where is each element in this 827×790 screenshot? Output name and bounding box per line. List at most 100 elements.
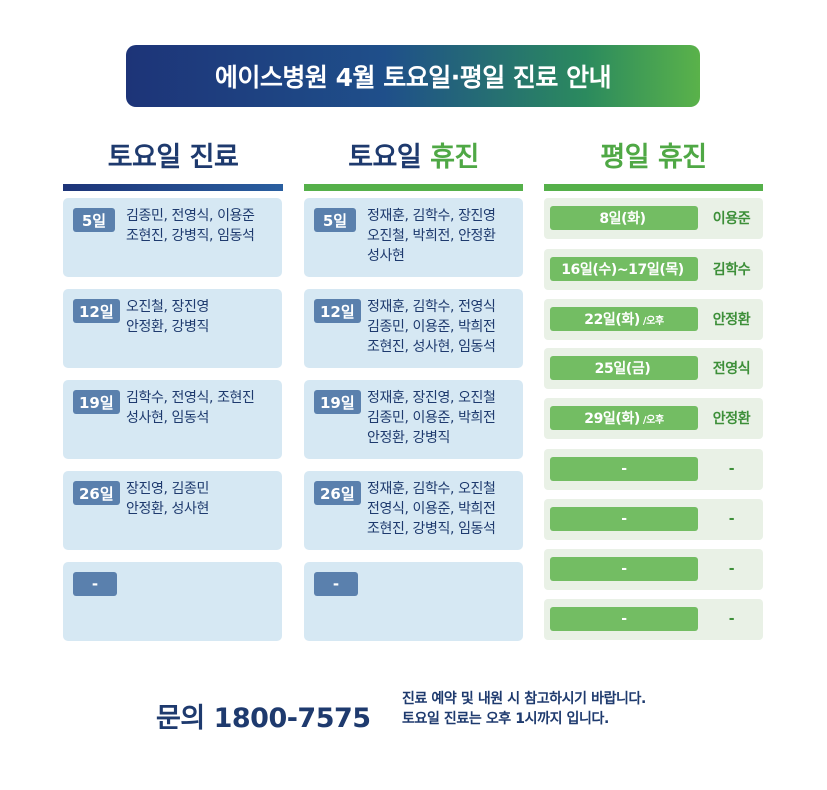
- note-line: 토요일 진료는 오후 1시까지 입니다.: [402, 711, 609, 727]
- doctor-line: 조현진, 강병직, 임동석: [367, 521, 496, 537]
- day-badge: 5일: [73, 208, 115, 232]
- sat-closed-card: 19일 정재훈, 장진영, 오진철 김종민, 이용준, 박희전 안정환, 강병직: [304, 380, 523, 459]
- column-header-sat-clinic: 토요일 진료: [63, 135, 283, 191]
- doctor-line: 김종민, 이용준, 박희전: [367, 319, 496, 335]
- doctor-list: 정재훈, 장진영, 오진철 김종민, 이용준, 박희전 안정환, 강병직: [367, 388, 517, 448]
- column-underline: [63, 184, 283, 191]
- sat-closed-card: 5일 정재훈, 김학수, 장진영 오진철, 박희전, 안정환 성사현: [304, 198, 523, 277]
- weekday-closed-row: - -: [544, 599, 763, 640]
- date-pill: -: [550, 557, 698, 581]
- doctor-line: 조현진, 성사현, 임동석: [367, 339, 496, 355]
- day-badge: 26일: [314, 481, 361, 505]
- date-text: -: [621, 561, 627, 577]
- day-badge: 12일: [73, 299, 120, 323]
- sat-closed-card: -: [304, 562, 523, 641]
- weekday-closed-row: - -: [544, 449, 763, 490]
- doctor-name: 안정환: [712, 411, 751, 427]
- weekday-closed-row: 22일(화)/오후 안정환: [544, 299, 763, 340]
- doctor-line: 김종민, 전영식, 이용준: [126, 208, 255, 224]
- doctor-line: 김종민, 이용준, 박희전: [367, 410, 496, 426]
- column-header-sat-closed: 토요일 휴진: [304, 135, 523, 191]
- weekday-closed-row: 25일(금) 전영식: [544, 348, 763, 389]
- day-badge: 5일: [314, 208, 356, 232]
- sat-clinic-card: 26일 장진영, 김종민 안정환, 성사현: [63, 471, 282, 550]
- doctor-list: 김종민, 전영식, 이용준 조현진, 강병직, 임동석: [126, 206, 276, 246]
- date-pill: 29일(화)/오후: [550, 406, 698, 430]
- day-badge: 12일: [314, 299, 361, 323]
- doctor-name: -: [728, 461, 735, 477]
- contact-footer: 문의 1800-7575 진료 예약 및 내원 시 참고하시기 바랍니다. 토요…: [150, 688, 710, 738]
- doctor-line: 정재훈, 김학수, 오진철: [367, 481, 496, 497]
- date-text: -: [621, 611, 627, 627]
- day-badge: -: [73, 572, 117, 596]
- date-pill: -: [550, 607, 698, 631]
- sat-clinic-card: -: [63, 562, 282, 641]
- date-text: 29일(화): [584, 411, 640, 427]
- doctor-list: 장진영, 김종민 안정환, 성사현: [126, 479, 276, 519]
- day-badge: 26일: [73, 481, 120, 505]
- day-badge: 19일: [73, 390, 120, 414]
- column-title-highlight: 휴진: [430, 142, 479, 173]
- date-text: 25일(금): [594, 361, 651, 377]
- sat-closed-card: 12일 정재훈, 김학수, 전영식 김종민, 이용준, 박희전 조현진, 성사현…: [304, 289, 523, 368]
- date-suffix: /오후: [642, 414, 664, 426]
- doctor-name: 김학수: [712, 262, 751, 278]
- doctor-list: 정재훈, 김학수, 장진영 오진철, 박희전, 안정환 성사현: [367, 206, 517, 266]
- doctor-line: 전영식, 이용준, 박희전: [367, 501, 496, 517]
- doctor-line: 안정환, 강병직: [367, 430, 450, 446]
- sat-clinic-card: 12일 오진철, 장진영 안정환, 강병직: [63, 289, 282, 368]
- note-line: 진료 예약 및 내원 시 참고하시기 바랍니다.: [402, 691, 646, 707]
- doctor-line: 안정환, 성사현: [126, 501, 209, 517]
- weekday-closed-row: 16일(수)~17일(목) 김학수: [544, 249, 763, 290]
- date-pill: 16일(수)~17일(목): [550, 257, 698, 281]
- doctor-name: 전영식: [712, 361, 751, 377]
- doctor-line: 정재훈, 김학수, 장진영: [367, 208, 496, 224]
- contact-phone: 문의 1800-7575: [156, 703, 371, 734]
- weekday-closed-row: - -: [544, 499, 763, 540]
- date-text: 8일(화): [599, 211, 646, 227]
- sat-closed-card: 26일 정재훈, 김학수, 오진철 전영식, 이용준, 박희전 조현진, 강병직…: [304, 471, 523, 550]
- footer-note: 진료 예약 및 내원 시 참고하시기 바랍니다. 토요일 진료는 오후 1시까지…: [402, 689, 646, 729]
- doctor-list: 정재훈, 김학수, 전영식 김종민, 이용준, 박희전 조현진, 성사현, 임동…: [367, 297, 517, 357]
- doctor-line: 장진영, 김종민: [126, 481, 209, 497]
- doctor-name: -: [728, 511, 735, 527]
- date-text: 22일(화): [584, 312, 640, 328]
- doctor-line: 정재훈, 김학수, 전영식: [367, 299, 496, 315]
- doctor-name: 안정환: [712, 312, 751, 328]
- weekday-closed-row: 8일(화) 이용준: [544, 198, 763, 239]
- page-title: 에이스병원 4월 토요일·평일 진료 안내: [214, 63, 612, 92]
- doctor-list: 김학수, 전영식, 조현진 성사현, 임동석: [126, 388, 276, 428]
- date-pill: -: [550, 457, 698, 481]
- doctor-line: 성사현, 임동석: [126, 410, 209, 426]
- doctor-list: 정재훈, 김학수, 오진철 전영식, 이용준, 박희전 조현진, 강병직, 임동…: [367, 479, 517, 539]
- column-header-weekday-closed: 평일 휴진: [544, 135, 763, 191]
- date-text: -: [621, 461, 627, 477]
- date-pill: 22일(화)/오후: [550, 307, 698, 331]
- doctor-name: -: [728, 561, 735, 577]
- column-underline: [544, 184, 763, 191]
- doctor-line: 오진철, 장진영: [126, 299, 209, 315]
- column-title: 평일 휴진: [600, 142, 707, 173]
- column-title: 토요일 진료: [107, 142, 239, 173]
- doctor-name: -: [728, 611, 735, 627]
- page-title-banner: 에이스병원 4월 토요일·평일 진료 안내: [126, 45, 700, 107]
- date-suffix: /오후: [642, 315, 664, 327]
- weekday-closed-row: - -: [544, 549, 763, 590]
- doctor-line: 정재훈, 장진영, 오진철: [367, 390, 496, 406]
- column-title-part: 토요일: [348, 142, 422, 173]
- doctor-line: 오진철, 박희전, 안정환: [367, 228, 496, 244]
- column-underline: [304, 184, 523, 191]
- date-pill: -: [550, 507, 698, 531]
- doctor-line: 김학수, 전영식, 조현진: [126, 390, 255, 406]
- date-text: 16일(수)~17일(목): [561, 262, 684, 278]
- doctor-name: 이용준: [712, 211, 751, 227]
- sat-clinic-card: 5일 김종민, 전영식, 이용준 조현진, 강병직, 임동석: [63, 198, 282, 277]
- date-text: -: [621, 511, 627, 527]
- doctor-line: 성사현: [367, 248, 405, 264]
- doctor-line: 안정환, 강병직: [126, 319, 209, 335]
- doctor-list: 오진철, 장진영 안정환, 강병직: [126, 297, 276, 337]
- weekday-closed-row: 29일(화)/오후 안정환: [544, 398, 763, 439]
- sat-clinic-card: 19일 김학수, 전영식, 조현진 성사현, 임동석: [63, 380, 282, 459]
- day-badge: 19일: [314, 390, 361, 414]
- doctor-line: 조현진, 강병직, 임동석: [126, 228, 255, 244]
